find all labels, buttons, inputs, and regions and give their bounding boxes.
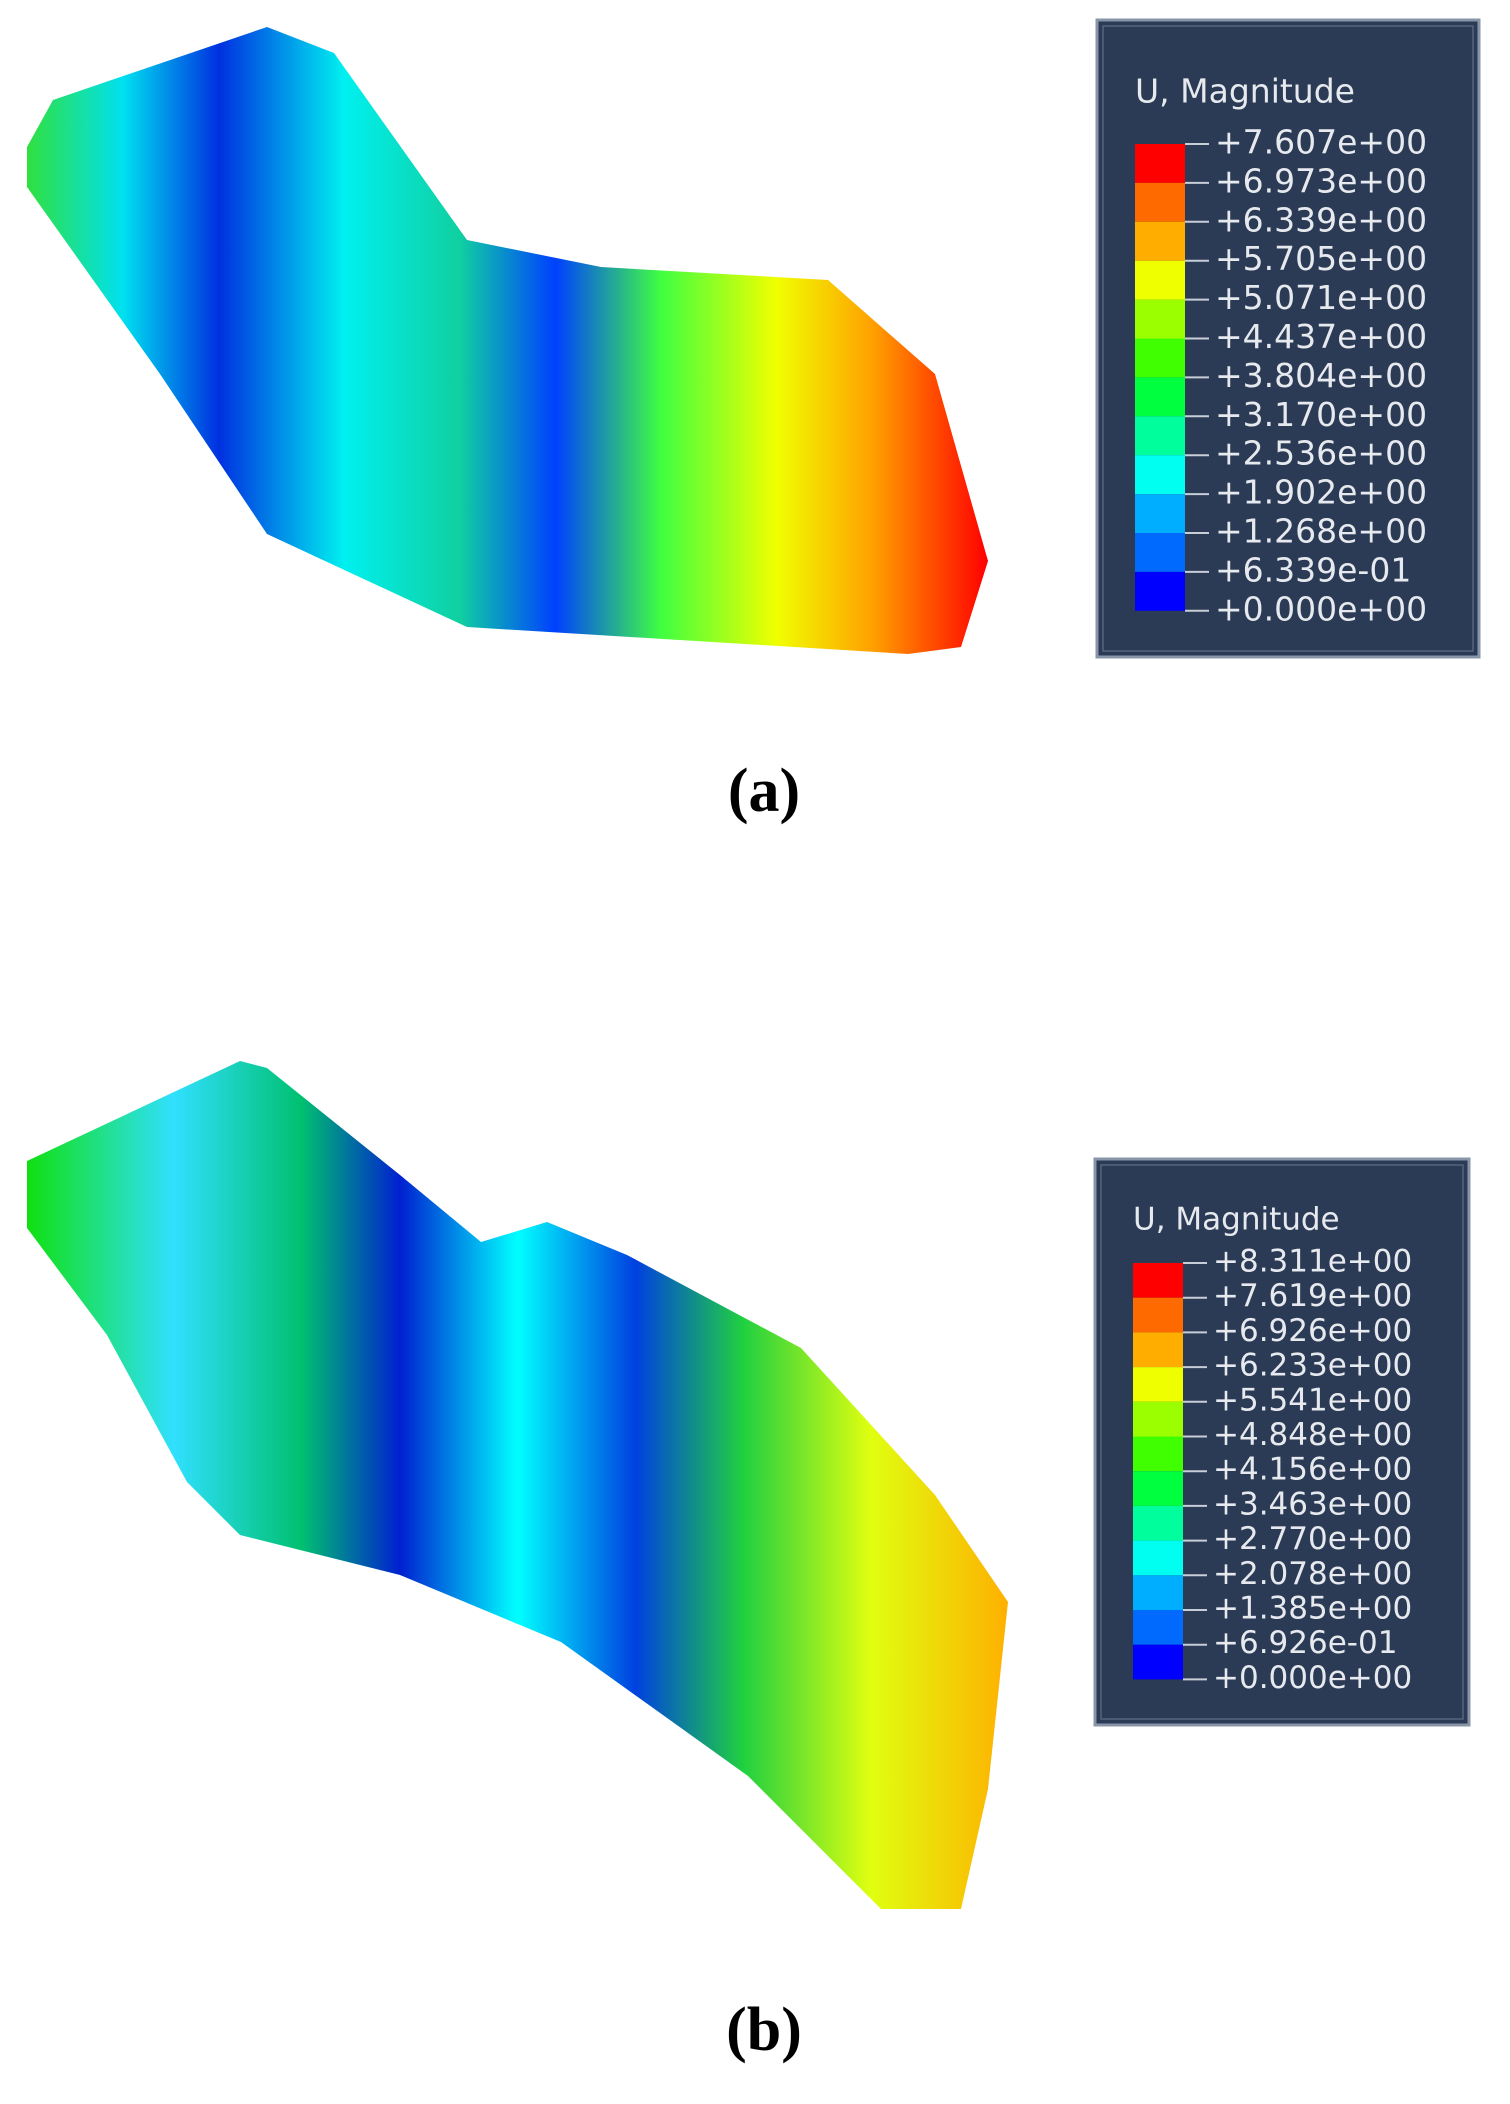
legend-label: +6.233e+00 xyxy=(1213,1348,1412,1384)
legend-swatch xyxy=(1135,221,1185,261)
legend-swatch xyxy=(1133,1263,1183,1298)
legend-swatch xyxy=(1135,455,1185,495)
legend-swatch xyxy=(1135,533,1185,572)
legend-swatch xyxy=(1135,416,1185,456)
legend-label: +5.071e+00 xyxy=(1215,278,1427,317)
legend-swatch xyxy=(1133,1471,1183,1506)
legend-swatch xyxy=(1135,299,1185,339)
legend-label: +5.705e+00 xyxy=(1215,239,1427,278)
legend-label: +4.156e+00 xyxy=(1213,1452,1412,1488)
legend-label: +3.804e+00 xyxy=(1215,356,1427,395)
legend-label: +7.619e+00 xyxy=(1213,1278,1412,1314)
legend-title: U, Magnitude xyxy=(1135,72,1355,111)
legend-swatch xyxy=(1133,1297,1183,1333)
legend-label: +6.926e-01 xyxy=(1213,1625,1397,1661)
legend-swatch xyxy=(1133,1644,1183,1680)
legend-swatch xyxy=(1133,1540,1183,1576)
legend-label: +6.926e+00 xyxy=(1213,1313,1412,1349)
legend-swatch xyxy=(1133,1332,1183,1368)
legend-swatch xyxy=(1135,260,1185,300)
legend-swatch xyxy=(1133,1436,1183,1472)
legend-label: +4.437e+00 xyxy=(1215,317,1427,356)
legend-inner-border xyxy=(1100,1164,1464,1720)
legend-swatch xyxy=(1135,338,1185,378)
contour-model xyxy=(27,27,988,654)
legend-title: U, Magnitude xyxy=(1133,1202,1340,1238)
legend-swatch xyxy=(1133,1505,1183,1541)
legend-label: +7.607e+00 xyxy=(1215,123,1427,162)
legend-label: +2.770e+00 xyxy=(1213,1521,1412,1557)
legend-label: +0.000e+00 xyxy=(1213,1660,1412,1696)
contour-model xyxy=(27,1061,1008,1909)
legend-label: +3.170e+00 xyxy=(1215,395,1427,434)
caption: (a) xyxy=(728,757,800,825)
legend-swatch xyxy=(1133,1610,1183,1645)
legend-label: +0.000e+00 xyxy=(1215,589,1427,628)
legend-label: +5.541e+00 xyxy=(1213,1382,1412,1418)
legend-swatch xyxy=(1135,144,1185,183)
legends: U, Magnitude +7.607e+00+6.973e+00+6.339e+… xyxy=(726,18,1481,2064)
caption: (b) xyxy=(726,1996,802,2064)
legend-label: +4.848e+00 xyxy=(1213,1417,1412,1453)
legend-swatch xyxy=(1135,377,1185,417)
legend-swatch xyxy=(1133,1401,1183,1437)
legend-swatch xyxy=(1135,182,1185,222)
legend-label: +1.902e+00 xyxy=(1215,473,1427,512)
legend-label: +1.268e+00 xyxy=(1215,512,1427,551)
legend-label: +6.339e-01 xyxy=(1215,550,1411,589)
legend-label: +3.463e+00 xyxy=(1213,1486,1412,1522)
legend-swatch xyxy=(1133,1367,1183,1402)
legend-label: +2.078e+00 xyxy=(1213,1556,1412,1592)
legend-swatch xyxy=(1133,1575,1183,1610)
legend-swatch xyxy=(1135,494,1185,533)
legend-label: +8.311e+00 xyxy=(1213,1244,1412,1280)
legend-label: +1.385e+00 xyxy=(1213,1591,1412,1627)
legend-label: +6.339e+00 xyxy=(1215,200,1427,239)
legend-label: +2.536e+00 xyxy=(1215,434,1427,473)
legend-swatch xyxy=(1135,571,1185,611)
legend-inner-border xyxy=(1102,25,1474,652)
legend-label: +6.973e+00 xyxy=(1215,161,1427,200)
